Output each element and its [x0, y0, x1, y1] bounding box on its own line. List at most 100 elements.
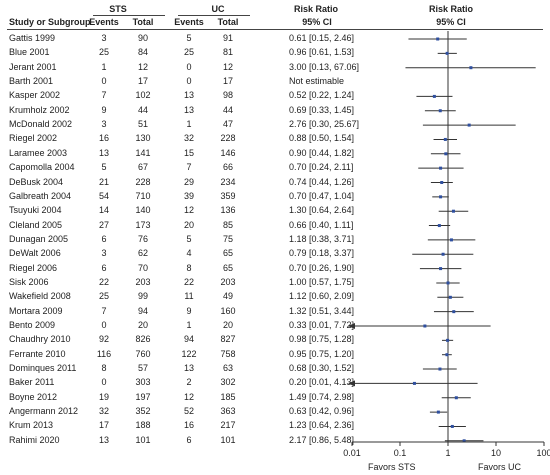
ci-cell: 0.88 [0.50, 1.54]	[289, 133, 355, 144]
header-rule	[7, 29, 543, 30]
rr-point	[452, 310, 456, 314]
total1-cell: 140	[135, 205, 151, 216]
ci-cell: 0.63 [0.42, 0.96]	[289, 406, 355, 417]
total1-header: Total	[132, 17, 154, 27]
table-row: Riegel 2006 6 70 8 65 0.70 [0.26, 1.90]	[0, 263, 550, 278]
events2-cell: 9	[186, 305, 192, 316]
table-row: Capomolla 2004 5 67 7 66 0.70 [0.24, 2.11]	[0, 162, 550, 177]
events2-cell: 32	[183, 133, 194, 144]
total2-cell: 49	[222, 291, 233, 302]
total1-cell: 57	[137, 363, 148, 374]
study-name: Ferrante 2010	[9, 348, 66, 359]
events2-cell: 8	[186, 262, 192, 273]
study-name: Gattis 1999	[9, 33, 56, 43]
rr-point	[449, 238, 453, 242]
total1-cell: 197	[135, 391, 151, 402]
total1-cell: 20	[137, 320, 148, 330]
total2-cell: 85	[222, 219, 233, 230]
events1-cell: 5	[101, 162, 107, 173]
rr-point	[469, 66, 473, 70]
events2-cell: 13	[183, 90, 194, 101]
rr-point	[451, 209, 455, 213]
events2-cell: 25	[183, 47, 194, 58]
rr-point	[436, 37, 440, 41]
ci-cell: 1.12 [0.60, 2.09]	[289, 291, 355, 302]
table-row: Dunagan 2005 6 76 5 75 1.18 [0.38, 3.71]	[0, 234, 550, 249]
total2-cell: 302	[220, 377, 236, 388]
events2-cell: 16	[183, 420, 194, 431]
study-name: McDonald 2002	[9, 119, 73, 130]
table-row: McDonald 2002 3 51 1 47 2.76 [0.30, 25.67]	[0, 119, 550, 134]
events1-cell: 19	[98, 391, 109, 402]
study-name: DeBusk 2004	[9, 176, 64, 187]
ci-cell: 3.00 [0.13, 67.06]	[289, 61, 360, 72]
total1-cell: 99	[137, 291, 148, 302]
rr-point	[448, 295, 452, 299]
study-name: Sisk 2006	[9, 276, 49, 287]
rr-point	[445, 353, 449, 357]
total2-cell: 47	[222, 119, 233, 130]
study-name: Blue 2001	[9, 47, 50, 58]
total2-cell: 65	[222, 248, 233, 259]
events2-cell: 39	[183, 190, 194, 201]
events2-header: Events	[174, 17, 204, 27]
rr-point	[454, 396, 458, 400]
ci-cell: 1.00 [0.57, 1.75]	[289, 276, 355, 287]
total1-cell: 90	[137, 33, 148, 43]
x-tick-label: 0.1	[393, 448, 407, 458]
ci-cell: 2.17 [0.86, 5.48]	[289, 434, 355, 445]
total1-cell: 67	[137, 162, 148, 173]
events2-cell: 5	[186, 33, 192, 43]
ci-arrow	[348, 323, 355, 329]
events2-cell: 4	[186, 248, 192, 259]
study-name: Riegel 2002	[9, 133, 58, 144]
study-name: Mortara 2009	[9, 305, 63, 316]
table-row: Cleland 2005 27 173 20 85 0.66 [0.40, 1.11]	[0, 220, 550, 235]
study-name: DeWalt 2006	[9, 248, 61, 259]
group2-underline	[178, 15, 250, 16]
events1-cell: 7	[101, 305, 107, 316]
events2-cell: 1	[186, 320, 192, 330]
events2-cell: 122	[181, 348, 197, 359]
events2-cell: 11	[184, 291, 194, 302]
total1-cell: 94	[137, 305, 148, 316]
total1-cell: 173	[135, 219, 151, 230]
total1-cell: 12	[137, 61, 148, 72]
ci-cell: 1.30 [0.64, 2.64]	[289, 205, 355, 216]
ci-cell: 2.76 [0.30, 25.67]	[289, 119, 360, 130]
rr-point	[440, 181, 444, 184]
table-row: Dominques 2011 8 57 13 63 0.68 [0.30, 1.52]	[0, 363, 550, 378]
events2-cell: 2	[186, 377, 192, 388]
total2-header: Total	[217, 17, 239, 27]
events1-cell: 1	[101, 61, 107, 72]
table-row: Ferrante 2010 116 760 122 758 0.95 [0.75, 1.2…	[0, 349, 550, 364]
rr-point	[438, 109, 442, 113]
events1-cell: 25	[98, 47, 109, 58]
rr-point	[439, 166, 443, 170]
events1-cell: 14	[98, 205, 109, 216]
events2-cell: 52	[183, 406, 194, 417]
study-name: Cleland 2005	[9, 219, 63, 230]
table-row: DeWalt 2006 3 62 4 65 0.79 [0.18, 3.37]	[0, 248, 550, 263]
events1-cell: 3	[101, 119, 107, 130]
total2-cell: 827	[220, 334, 236, 345]
rr-point	[423, 324, 427, 328]
total1-cell: 228	[135, 176, 151, 187]
ci-cell: 0.20 [0.01, 4.13]	[289, 377, 355, 388]
total1-cell: 62	[137, 248, 148, 259]
events1-cell: 6	[101, 233, 107, 244]
ci-cell: 1.18 [0.38, 3.71]	[289, 233, 355, 244]
total1-cell: 70	[137, 262, 148, 273]
ci-cell: 0.98 [0.75, 1.28]	[289, 334, 355, 345]
total2-cell: 98	[222, 90, 233, 101]
ci-plot-header: 95% CI	[436, 17, 466, 27]
rr-point	[438, 367, 442, 371]
events2-cell: 29	[183, 176, 194, 187]
events1-header: Events	[89, 17, 119, 27]
table-row: Rahimi 2020 13 101 6 101 2.17 [0.86, 5.48]	[0, 435, 550, 450]
ci-cell: 0.52 [0.22, 1.24]	[289, 90, 355, 101]
events2-cell: 20	[183, 219, 194, 230]
rr-point	[446, 338, 450, 342]
rr-point	[467, 123, 471, 127]
